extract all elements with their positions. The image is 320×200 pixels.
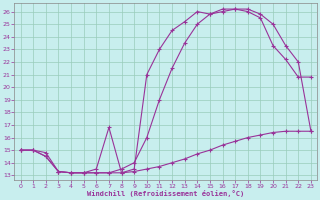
X-axis label: Windchill (Refroidissement éolien,°C): Windchill (Refroidissement éolien,°C) xyxy=(87,190,244,197)
